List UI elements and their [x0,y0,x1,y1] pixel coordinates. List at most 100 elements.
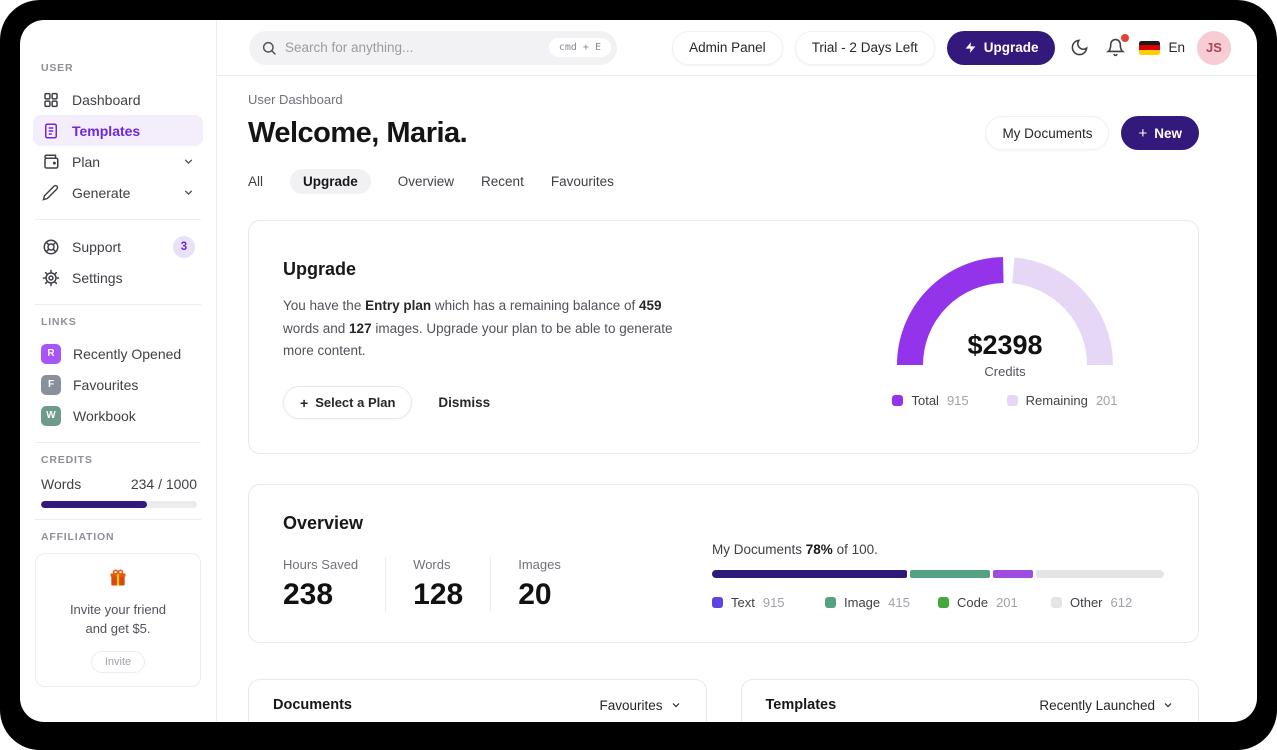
affiliation-section-label: AFFILIATION [41,531,115,543]
documents-card-title: Documents [273,697,352,714]
sidebar-link-favourites[interactable]: F Favourites [33,369,203,400]
sidebar-link-label: Favourites [73,376,139,393]
plus-icon: + [1138,124,1148,142]
notifications-button[interactable] [1103,33,1130,60]
tab-overview[interactable]: Overview [397,174,455,189]
sidebar-link-workbook[interactable]: W Workbook [33,400,203,431]
links-section-label: LINKS [41,316,77,328]
lightning-bolt-icon [964,41,977,54]
new-button[interactable]: + New [1121,116,1199,150]
credits-gauge: $2398 Credits Total 915 Remaining [880,253,1130,419]
templates-document-icon [41,121,60,140]
sidebar-link-recently-opened[interactable]: R Recently Opened [33,338,203,369]
tab-favourites[interactable]: Favourites [550,174,614,189]
sidebar-divider [35,519,201,520]
app-window: USER Dashboard Templates Plan [20,20,1257,722]
credits-progress-track [41,501,197,508]
dismiss-button[interactable]: Dismiss [438,395,491,411]
sidebar-link-label: Recently Opened [73,345,182,362]
sidebar-item-plan[interactable]: Plan [33,146,203,177]
my-documents-button[interactable]: My Documents [985,116,1110,150]
legend-swatch [1051,597,1062,609]
documents-usage: My Documents 78% of 100. Text 915 [712,542,1164,612]
gift-icon [108,568,128,588]
pencil-icon [41,183,60,202]
sidebar-item-support[interactable]: Support 3 [33,231,203,262]
filter-tabs: All Upgrade Overview Recent Favourites [248,169,1199,194]
upgrade-button[interactable]: Upgrade [946,30,1056,65]
support-count-badge: 3 [173,235,195,258]
user-avatar[interactable]: JS [1197,30,1231,65]
overview-card: Overview Hours Saved 238 Words 128 [248,484,1199,644]
affiliation-text-line2: and get $5. [85,620,151,636]
stat-hours-saved: Hours Saved 238 [283,557,359,612]
sidebar-divider [35,304,201,305]
language-selector[interactable]: En [1139,40,1185,55]
templates-card: Templates Recently Launched Blog Post Ti… [740,679,1199,722]
dark-mode-toggle[interactable] [1067,36,1091,60]
link-initial-badge: F [41,374,61,395]
language-label: En [1168,40,1185,55]
moon-icon [1070,38,1089,57]
search-icon [261,40,277,56]
gear-icon [41,268,60,287]
trial-status-button[interactable]: Trial - 2 Days Left [794,30,935,65]
german-flag-icon [1139,40,1161,55]
search-shortcut-badge: cmd + E [548,38,611,57]
select-plan-button[interactable]: + Select a Plan [283,386,413,420]
legend-swatch [825,597,836,609]
sidebar-divider [35,219,201,220]
sidebar-item-generate[interactable]: Generate [33,177,203,208]
documents-usage-caption: My Documents 78% of 100. [712,542,878,558]
user-section-label: USER [41,62,74,74]
admin-panel-button[interactable]: Admin Panel [672,30,783,65]
sidebar-item-label: Templates [72,122,141,139]
sidebar: USER Dashboard Templates Plan [20,20,217,722]
credits-words-value: 234 / 1000 [130,476,197,492]
bar-segment-text [712,570,907,579]
sidebar-link-label: Workbook [73,407,136,424]
sidebar-item-settings[interactable]: Settings [33,262,203,293]
templates-filter-dropdown[interactable]: Recently Launched [1039,698,1174,713]
main-content: User Dashboard Welcome, Maria. My Docume… [217,76,1257,722]
chevron-down-icon [182,155,195,168]
life-buoy-icon [41,237,60,256]
credits-progress-fill [41,501,148,508]
sidebar-item-label: Settings [72,269,123,286]
tab-upgrade[interactable]: Upgrade [290,169,371,194]
upgrade-card: Upgrade You have the Entry plan which ha… [248,220,1199,455]
documents-filter-dropdown[interactable]: Favourites [599,698,681,713]
legend-swatch [938,597,949,609]
page-title: Welcome, Maria. [248,116,468,149]
sidebar-item-dashboard[interactable]: Dashboard [33,84,203,115]
templates-card-title: Templates [765,697,837,714]
credits-words-label: Words [41,476,82,492]
sidebar-item-label: Dashboard [72,91,141,108]
bar-segment-code [992,570,1033,579]
wallet-icon [41,152,60,171]
chevron-down-icon [1162,699,1174,711]
invite-button[interactable]: Invite [90,650,146,673]
bar-segment-image [909,570,990,579]
tab-recent[interactable]: Recent [481,174,524,189]
sidebar-item-templates[interactable]: Templates [33,115,203,146]
sidebar-item-label: Plan [72,153,101,170]
gauge-center-value: $2398 [967,330,1043,360]
legend-remaining: Remaining 201 [1006,393,1118,408]
search-input[interactable] [285,40,541,55]
plus-icon: + [300,394,309,411]
documents-card: Documents Favourites Untitled Document i… [248,679,707,722]
chevron-down-icon [670,699,682,711]
legend-image: Image 415 [825,595,938,610]
overview-card-title: Overview [283,513,364,534]
search-bar[interactable]: cmd + E [249,30,617,65]
affiliation-card: Invite your friend and get $5. Invite [35,553,201,687]
credits-section-label: CREDITS [41,454,93,466]
legend-swatch [712,597,723,609]
usage-stacked-bar [712,570,1164,579]
bell-icon [1105,38,1125,57]
gauge-center-label: Credits [984,364,1026,379]
legend-swatch [892,395,904,406]
tab-all[interactable]: All [248,174,264,189]
